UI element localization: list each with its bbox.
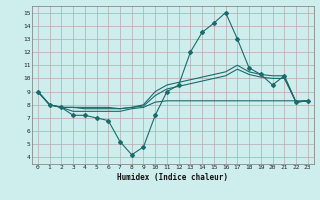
X-axis label: Humidex (Indice chaleur): Humidex (Indice chaleur) [117,173,228,182]
